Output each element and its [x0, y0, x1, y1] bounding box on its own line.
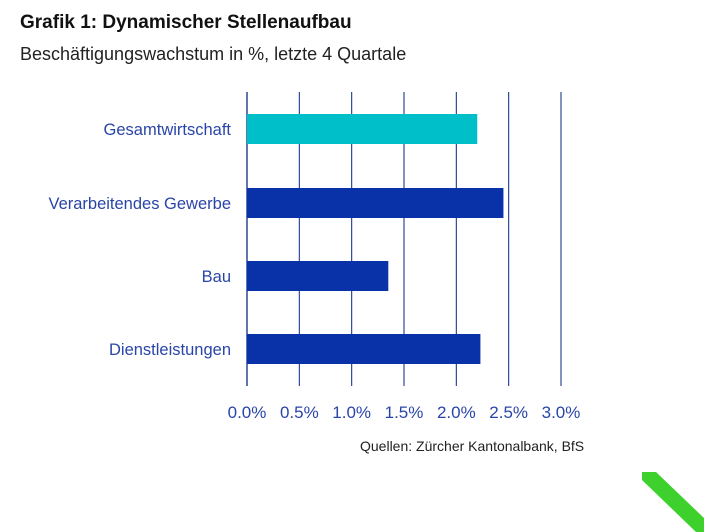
x-tick-label: 2.0% [437, 403, 476, 422]
x-tick-label: 1.5% [385, 403, 424, 422]
bar-2 [247, 261, 389, 291]
chart-title: Grafik 1: Dynamischer Stellenaufbau [20, 12, 352, 33]
x-tick-label: 0.0% [228, 403, 267, 422]
chart-subtitle: Beschäftigungswachstum in %, letzte 4 Qu… [20, 44, 407, 64]
category-label: Dienstleistungen [109, 341, 231, 359]
x-tick-label: 0.5% [280, 403, 319, 422]
category-labels: Gesamtwirtschaft Verarbeitendes Gewerbe Ba… [48, 121, 231, 359]
source-note: Quellen: Zürcher Kantonalbank, BfS [360, 438, 585, 454]
category-label: Verarbeitendes Gewerbe [48, 195, 231, 213]
x-tick-label: 1.0% [332, 403, 371, 422]
bar-1 [247, 188, 504, 218]
bar-chart: Gesamtwirtschaft Verarbeitendes Gewerbe Ba… [48, 92, 581, 422]
x-tick-label: 2.5% [489, 403, 528, 422]
bar-3 [247, 334, 481, 364]
brand-accent-stripe [642, 472, 704, 532]
x-tick-labels: 0.0% 0.5% 1.0% 1.5% 2.0% 2.5% 3.0% [228, 403, 581, 422]
category-label: Bau [202, 268, 231, 286]
bars [247, 114, 504, 364]
bar-0 [247, 114, 478, 144]
category-label: Gesamtwirtschaft [104, 121, 232, 139]
x-tick-label: 3.0% [542, 403, 581, 422]
